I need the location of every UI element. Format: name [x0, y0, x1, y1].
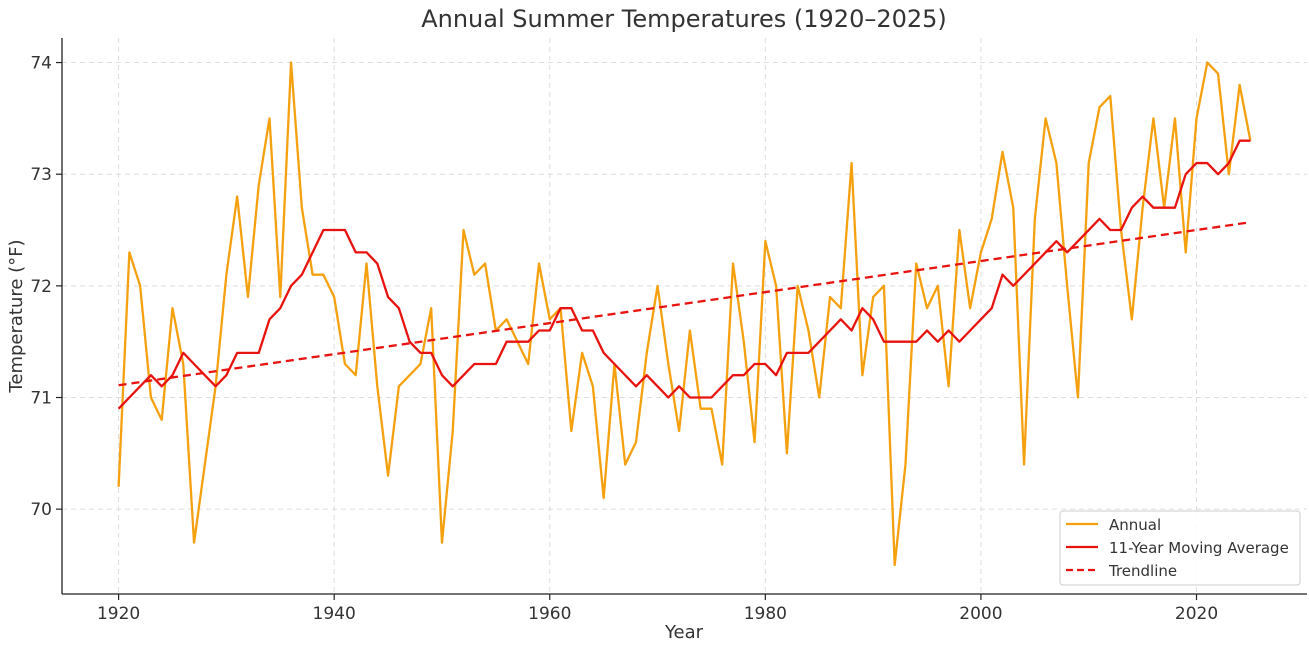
y-axis-title: Temperature (°F)	[6, 239, 27, 393]
y-tick-label: 74	[30, 54, 52, 74]
annual-series-line	[117, 61, 1252, 567]
tick-layer: 1920 1940 1960 1980 2000 2020 70 71 72 73 74	[30, 54, 1218, 624]
y-tick-label: 70	[30, 500, 52, 520]
x-tick-label: 1940	[313, 604, 356, 624]
series-layer	[117, 61, 1252, 567]
x-tick-label: 2000	[959, 604, 1002, 624]
axes-layer	[61, 38, 1307, 595]
y-tick-label: 71	[30, 389, 52, 409]
legend: Annual 11-Year Moving Average Trendline	[1059, 510, 1301, 586]
trendline	[118, 221, 1251, 387]
x-tick-label: 2020	[1175, 604, 1218, 624]
y-tick-label: 73	[30, 165, 52, 185]
x-tick-label: 1920	[97, 604, 140, 624]
x-tick-label: 1960	[528, 604, 571, 624]
legend-label-trendline: Trendline	[1108, 562, 1177, 580]
legend-box	[1059, 510, 1301, 586]
grid-layer	[62, 38, 1307, 594]
y-tick-label: 72	[30, 277, 52, 297]
chart-title: Annual Summer Temperatures (1920–2025)	[421, 5, 947, 33]
x-axis-title: Year	[664, 622, 704, 643]
legend-label-annual: Annual	[1109, 516, 1161, 534]
x-tick-label: 1980	[744, 604, 787, 624]
legend-label-moving-average: 11-Year Moving Average	[1109, 539, 1289, 557]
moving-average-line	[117, 139, 1251, 410]
